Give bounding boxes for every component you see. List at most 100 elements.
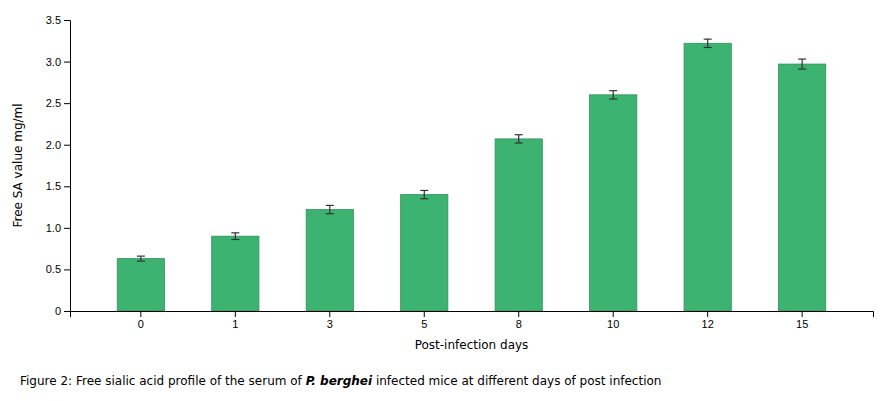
error-bar-cap: [326, 213, 334, 214]
error-bar-stem: [613, 91, 614, 99]
error-bar: [515, 135, 523, 143]
error-bar: [420, 190, 428, 198]
error-bar-stem: [518, 135, 519, 143]
y-tick-mark: [64, 145, 70, 146]
error-bar-cap: [704, 47, 712, 48]
error-bar-cap: [798, 58, 806, 59]
error-bar: [326, 205, 334, 213]
x-tick: 15: [796, 311, 808, 330]
x-axis: 0 1 3 5 8 10 12 15: [71, 311, 874, 330]
error-bar: [137, 256, 145, 261]
error-bar-cap: [137, 256, 145, 257]
error-bar-stem: [140, 256, 141, 261]
x-tick-label: 8: [516, 318, 522, 330]
bar: [401, 195, 448, 311]
y-tick: 3.0: [46, 56, 70, 68]
error-bar-cap: [326, 205, 334, 206]
x-axis-line: [71, 312, 874, 318]
x-tick-mark: [140, 311, 141, 317]
error-bar-stem: [424, 190, 425, 198]
x-tick: 8: [516, 311, 522, 330]
bar: [306, 210, 353, 311]
error-bar-stem: [707, 39, 708, 47]
y-tick-mark: [64, 186, 70, 187]
error-bar-cap: [609, 90, 617, 91]
y-tick-mark: [64, 62, 70, 63]
y-tick-mark: [64, 311, 70, 312]
bar: [590, 95, 637, 311]
bar: [495, 139, 542, 311]
error-bar: [704, 39, 712, 47]
x-tick-mark: [707, 311, 708, 317]
caption-part: infected mice at different days of post …: [372, 374, 661, 388]
x-tick-mark: [613, 311, 614, 317]
y-axis: 0 0.5 1.0 1.5 2.0 2.5 3.0 3.5: [46, 14, 71, 317]
x-tick-label: 10: [607, 318, 619, 330]
y-tick-label: 0: [55, 305, 61, 317]
x-tick: 1: [232, 311, 238, 330]
y-tick: 0.5: [46, 263, 70, 275]
error-bar: [231, 233, 239, 240]
y-tick: 0: [55, 305, 70, 317]
y-tick-label: 2.0: [46, 139, 61, 151]
plot: 0 1 3 5 8 10 12 15 0 0.5 1.0 1.5 2.0 2.5 3.0 3.5 Post-in…: [11, 14, 874, 352]
error-bar-cap: [515, 134, 523, 135]
caption: Figure 2: Free sialic acid profile of th…: [20, 374, 661, 388]
x-tick-mark: [802, 311, 803, 317]
y-tick-mark: [64, 103, 70, 104]
y-tick: 3.5: [46, 14, 70, 26]
y-tick-mark: [64, 269, 70, 270]
x-tick: 12: [702, 311, 714, 330]
x-tick: 10: [607, 311, 619, 330]
x-tick: 3: [327, 311, 333, 330]
x-tick-mark: [518, 311, 519, 317]
y-tick: 1.5: [46, 180, 70, 192]
error-bar: [798, 59, 806, 69]
x-tick-mark: [235, 311, 236, 317]
x-tick-label: 1: [232, 318, 238, 330]
y-tick-mark: [64, 228, 70, 229]
error-bar-cap: [231, 239, 239, 240]
error-bar-stem: [329, 205, 330, 213]
bar: [117, 259, 164, 311]
x-tick: 5: [421, 311, 427, 330]
y-tick-label: 3.0: [46, 56, 61, 68]
x-axis-title: Post-infection days: [415, 338, 529, 352]
y-axis-title: Free SA value mg/ml: [11, 103, 25, 227]
x-tick-label: 5: [421, 318, 427, 330]
y-tick: 2.0: [46, 139, 70, 151]
x-tick: 0: [138, 311, 144, 330]
y-tick: 1.0: [46, 222, 70, 234]
y-tick-label: 0.5: [46, 263, 61, 275]
x-tick-label: 12: [702, 318, 714, 330]
bar: [212, 236, 259, 311]
error-bar: [609, 91, 617, 99]
error-bar-cap: [609, 98, 617, 99]
chart: 0 1 3 5 8 10 12 15 0 0.5 1.0 1.5 2.0 2.5 3.0 3.5 Post-in…: [0, 0, 893, 401]
y-tick-label: 2.5: [46, 97, 61, 109]
y-tick-label: 1.0: [46, 222, 61, 234]
y-tick-label: 1.5: [46, 180, 61, 192]
x-tick-mark: [424, 311, 425, 317]
bar: [779, 64, 826, 311]
error-bar-cap: [137, 261, 145, 262]
error-bar-cap: [231, 232, 239, 233]
x-tick-label: 3: [327, 318, 333, 330]
caption-part: Figure 2: Free sialic acid profile of th…: [20, 374, 306, 388]
error-bar-cap: [798, 68, 806, 69]
caption-part: P. berghei: [306, 374, 373, 388]
bar: [684, 43, 731, 311]
x-tick-mark: [329, 311, 330, 317]
error-bar-stem: [802, 59, 803, 69]
x-tick-label: 0: [138, 318, 144, 330]
y-tick-label: 3.5: [46, 14, 61, 26]
y-tick-mark: [64, 20, 70, 21]
error-bar-cap: [515, 142, 523, 143]
y-tick: 2.5: [46, 97, 70, 109]
marks: [117, 39, 826, 311]
y-axis-line: [64, 21, 71, 312]
error-bar-cap: [420, 198, 428, 199]
x-tick-label: 15: [796, 318, 808, 330]
error-bar-cap: [420, 190, 428, 191]
error-bar-cap: [704, 39, 712, 40]
